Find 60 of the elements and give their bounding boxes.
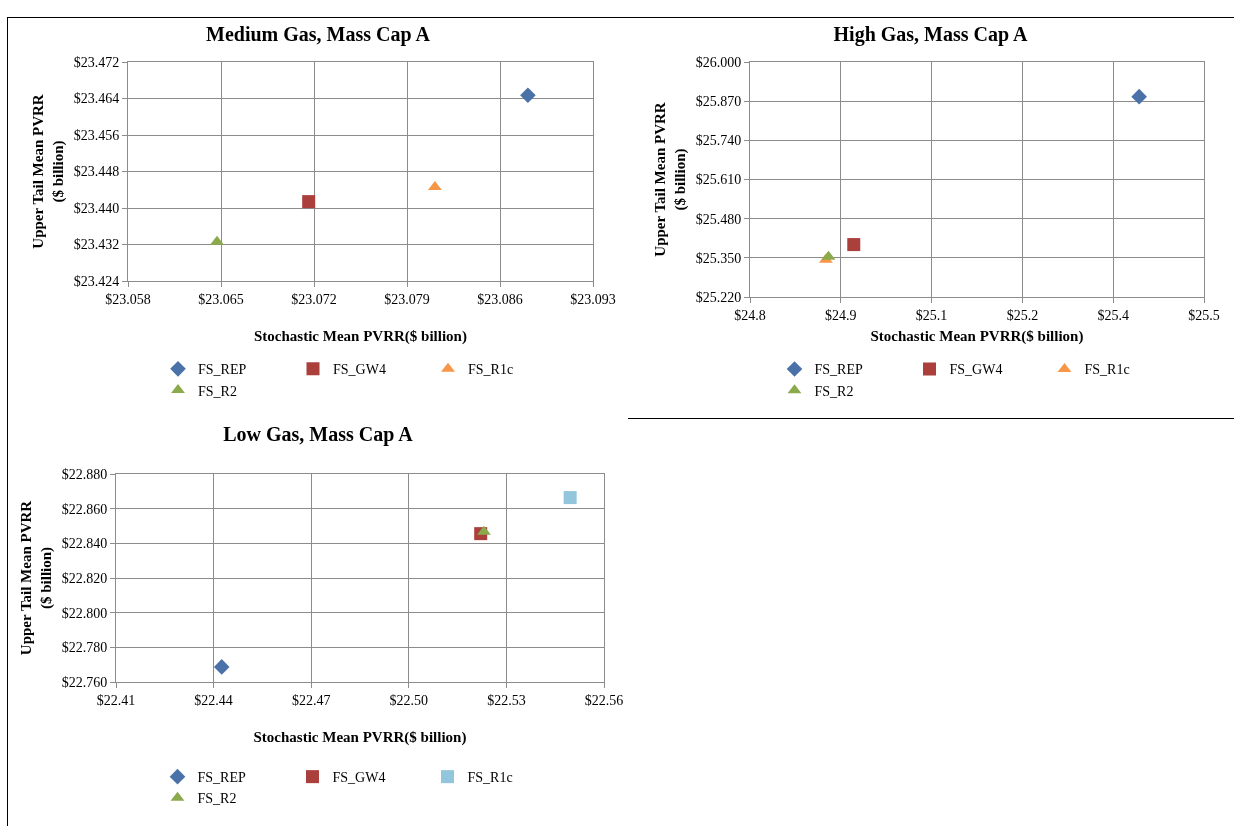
x-axis-title: Stochastic Mean PVRR($ billion): [870, 327, 1084, 345]
x-tick-label: $23.093: [570, 291, 616, 307]
y-tick-label: $22.860: [61, 501, 108, 517]
y-axis-title: Upper Tail Mean PVRR ($ billion): [30, 94, 67, 249]
legend-label: FS_R2: [814, 383, 854, 399]
x-tick-label: $22.47: [291, 692, 331, 708]
y-tick-label: $23.472: [73, 54, 120, 70]
x-tick-label: $25.4: [1097, 307, 1129, 323]
x-tick-label: $22.56: [584, 692, 624, 708]
y-tick-label: $22.820: [61, 570, 108, 586]
x-tick-label: $25.1: [915, 307, 948, 323]
y-tick-label: $22.760: [61, 674, 108, 690]
y-tick-label: $25.740: [695, 133, 742, 149]
y-tick-label: $22.780: [61, 640, 108, 656]
y-tick-label: $25.870: [695, 94, 742, 110]
x-tick-label: $23.058: [105, 291, 151, 307]
y-tick-label: $23.432: [73, 237, 120, 253]
x-tick-label: $23.079: [384, 291, 430, 307]
x-tick-label: $24.8: [734, 307, 766, 323]
y-axis-title: Upper Tail Mean PVRR ($ billion): [652, 102, 689, 257]
y-tick-label: $23.456: [73, 127, 120, 143]
legend-label: FS_R2: [198, 383, 237, 399]
x-axis-title: Stochastic Mean PVRR($ billion): [253, 728, 467, 746]
legend-label: FS_R1c: [467, 770, 513, 786]
x-tick-label: $23.072: [291, 291, 337, 307]
y-tick-label: $25.610: [695, 172, 742, 188]
x-tick-label: $25.5: [1188, 307, 1220, 323]
chart-title: High Gas, Mass Cap A: [833, 23, 1029, 46]
chart-title: Medium Gas, Mass Cap A: [206, 23, 431, 46]
x-tick-label: $25.2: [1006, 307, 1039, 323]
legend-label: FS_REP: [814, 362, 863, 378]
legend-label: FS_GW4: [332, 770, 386, 786]
x-tick-label: $23.086: [477, 291, 523, 307]
x-axis-title: Stochastic Mean PVRR($ billion): [254, 327, 467, 345]
y-tick-label: $25.220: [695, 289, 742, 305]
x-tick-label: $22.44: [194, 692, 233, 708]
y-tick-label: $22.800: [61, 605, 108, 621]
x-tick-label: $24.9: [825, 307, 857, 323]
y-tick-label: $23.424: [73, 273, 120, 289]
x-tick-label: $22.41: [96, 692, 136, 708]
y-tick-label: $23.464: [73, 91, 120, 107]
legend-label: FS_R2: [197, 791, 237, 807]
y-tick-label: $23.448: [73, 164, 120, 180]
x-tick-label: $22.53: [487, 692, 526, 708]
legend-label: FS_REP: [198, 362, 247, 378]
y-tick-label: $25.350: [695, 250, 742, 266]
legend-label: FS_REP: [197, 770, 246, 786]
legend-label: FS_R1c: [1084, 362, 1130, 378]
legend-label: FS_R1c: [468, 362, 514, 378]
y-tick-label: $26.000: [695, 54, 742, 70]
x-tick-label: $22.50: [389, 692, 429, 708]
y-axis-title: Upper Tail Mean PVRR ($ billion): [18, 500, 55, 656]
legend-label: FS_GW4: [949, 362, 1003, 378]
y-tick-label: $22.880: [61, 466, 108, 482]
y-tick-label: $23.440: [73, 200, 120, 216]
chart-title: Low Gas, Mass Cap A: [223, 423, 414, 446]
x-tick-label: $23.065: [198, 291, 244, 307]
legend-label: FS_GW4: [333, 362, 386, 378]
y-tick-label: $22.840: [61, 536, 108, 552]
y-tick-label: $25.480: [695, 211, 742, 227]
